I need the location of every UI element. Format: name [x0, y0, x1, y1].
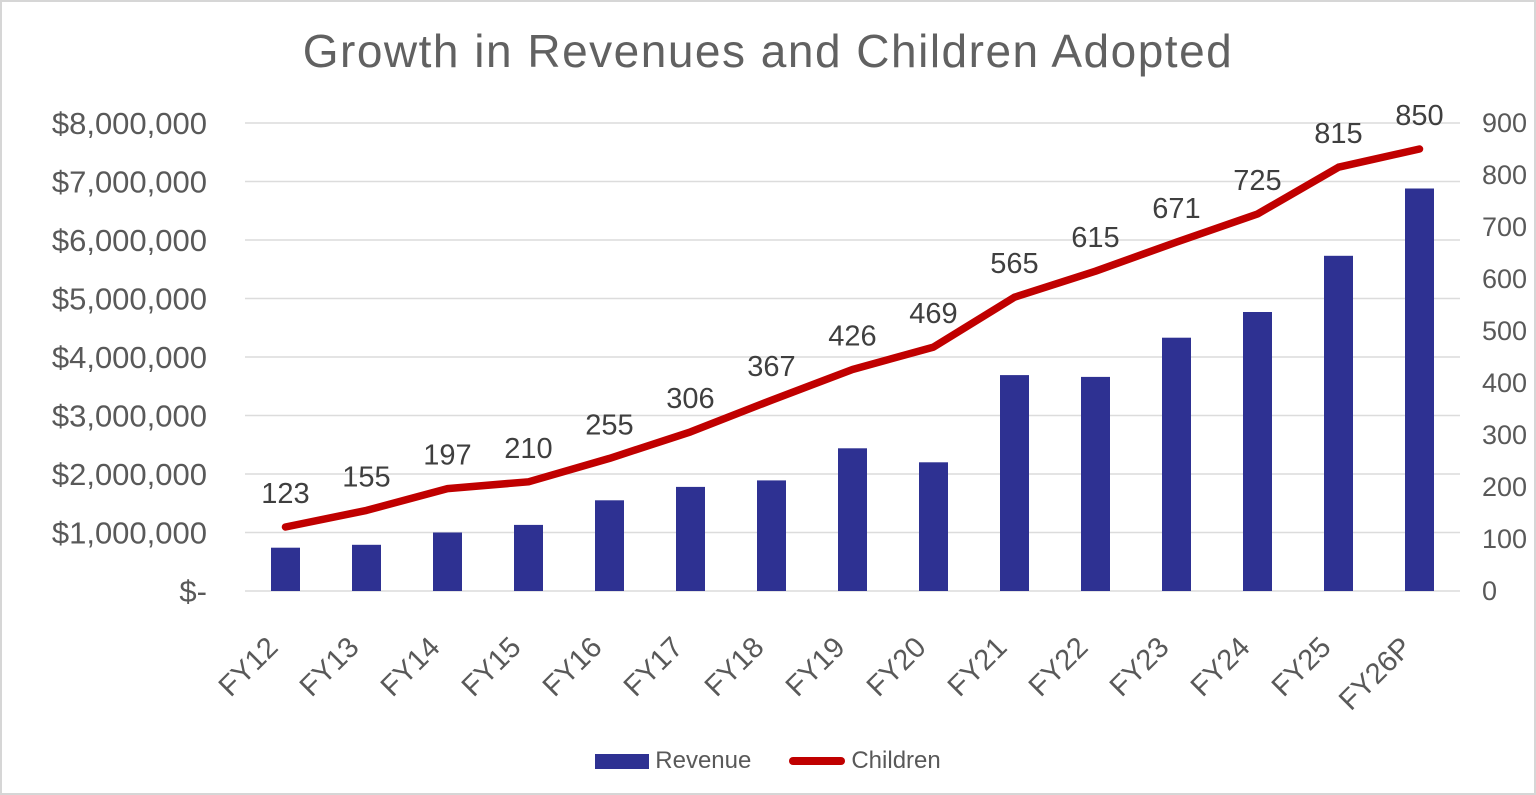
- children-data-label: 671: [1152, 193, 1200, 225]
- revenue-bar: [1081, 376, 1110, 591]
- category-label: FY16: [537, 631, 609, 703]
- children-data-label: 725: [1233, 165, 1281, 197]
- right-axis-tick-label: 200: [1482, 472, 1527, 502]
- children-data-labels: 123 155 197 210 255 306 367 426 469 565 615 671 725 8…: [261, 100, 1443, 510]
- category-label: FY23: [1104, 631, 1176, 703]
- category-label: FY22: [1023, 631, 1095, 703]
- legend-label-revenue: Revenue: [655, 747, 752, 774]
- left-axis-tick-label: $1,000,000: [52, 516, 207, 551]
- left-axis-tick-label: $5,000,000: [52, 282, 207, 317]
- revenue-bar: [919, 462, 948, 591]
- children-data-label: 850: [1395, 100, 1443, 132]
- children-data-label: 615: [1071, 222, 1119, 254]
- legend-item-children: Children: [789, 747, 941, 775]
- children-line-group: [281, 145, 1424, 531]
- revenue-bars-group: [271, 188, 1434, 592]
- right-axis-tick-label: 500: [1482, 316, 1527, 346]
- revenue-bar: [838, 448, 867, 591]
- revenue-bar: [595, 500, 624, 591]
- revenue-bar: [1243, 312, 1272, 591]
- children-line: [281, 145, 1424, 531]
- category-label: FY26P: [1333, 631, 1418, 716]
- category-label: FY12: [213, 631, 285, 703]
- right-axis-tick-label: 900: [1482, 108, 1527, 138]
- revenue-bar: [1324, 255, 1353, 592]
- category-label: FY19: [780, 631, 852, 703]
- children-data-label: 123: [261, 478, 309, 510]
- revenue-bar: [1405, 188, 1434, 591]
- category-label: FY17: [618, 631, 690, 703]
- children-data-label: 565: [990, 248, 1038, 280]
- revenue-bar: [271, 547, 300, 591]
- category-label: FY15: [456, 631, 528, 703]
- children-data-label: 426: [828, 321, 876, 353]
- children-data-label: 255: [585, 409, 633, 441]
- legend-item-revenue: Revenue: [595, 747, 751, 775]
- right-axis-tick-label: 300: [1482, 420, 1527, 450]
- revenue-bar: [757, 480, 786, 591]
- revenue-bar: [676, 486, 705, 591]
- children-data-label: 469: [909, 298, 957, 330]
- legend-label-children: Children: [851, 747, 941, 774]
- category-label: FY25: [1266, 631, 1338, 703]
- right-axis-tick-label: 0: [1482, 576, 1497, 606]
- children-data-label: 367: [747, 351, 795, 383]
- chart-title: Growth in Revenues and Children Adopted: [302, 25, 1234, 77]
- right-axis-tick-label: 700: [1482, 212, 1527, 242]
- children-data-label: 210: [504, 433, 552, 465]
- right-axis-tick-label: 100: [1482, 524, 1527, 554]
- revenue-bar: [1000, 375, 1029, 591]
- category-label: FY18: [699, 631, 771, 703]
- category-label: FY13: [294, 631, 366, 703]
- left-axis-tick-label: $7,000,000: [52, 165, 207, 200]
- revenue-swatch-icon: [595, 753, 650, 769]
- children-data-label: 155: [342, 461, 390, 493]
- revenue-bar: [514, 524, 543, 591]
- right-axis-ticks: 0 100 200 300 400 500 600 700 800 900: [1482, 108, 1527, 606]
- right-axis-tick-label: 400: [1482, 368, 1527, 398]
- left-axis-tick-label: $6,000,000: [52, 223, 207, 258]
- right-axis-tick-label: 800: [1482, 160, 1527, 190]
- left-axis-tick-label: $3,000,000: [52, 399, 207, 434]
- category-label: FY21: [942, 631, 1014, 703]
- children-data-label: 197: [423, 440, 471, 472]
- revenue-bar: [352, 544, 381, 591]
- category-label: FY14: [375, 631, 447, 703]
- left-axis-tick-label: $4,000,000: [52, 340, 207, 375]
- children-swatch-icon: [789, 757, 846, 765]
- legend: Revenue Children: [2, 747, 1534, 775]
- children-data-label: 815: [1314, 118, 1362, 150]
- revenue-bar: [1162, 337, 1191, 591]
- category-label: FY24: [1185, 631, 1257, 703]
- right-axis-tick-label: 600: [1482, 264, 1527, 294]
- left-axis-tick-label: $-: [179, 574, 207, 609]
- category-axis-labels: FY12 FY13 FY14 FY15 FY16 FY17 FY18 FY19 FY20 FY21…: [213, 631, 1419, 716]
- revenue-bar: [433, 532, 462, 591]
- left-axis-tick-label: $8,000,000: [52, 106, 207, 141]
- children-data-label: 306: [666, 383, 714, 415]
- category-label: FY20: [861, 631, 933, 703]
- left-axis-ticks: $- $1,000,000 $2,000,000 $3,000,000 $4,000,0…: [52, 106, 207, 609]
- left-axis-tick-label: $2,000,000: [52, 457, 207, 492]
